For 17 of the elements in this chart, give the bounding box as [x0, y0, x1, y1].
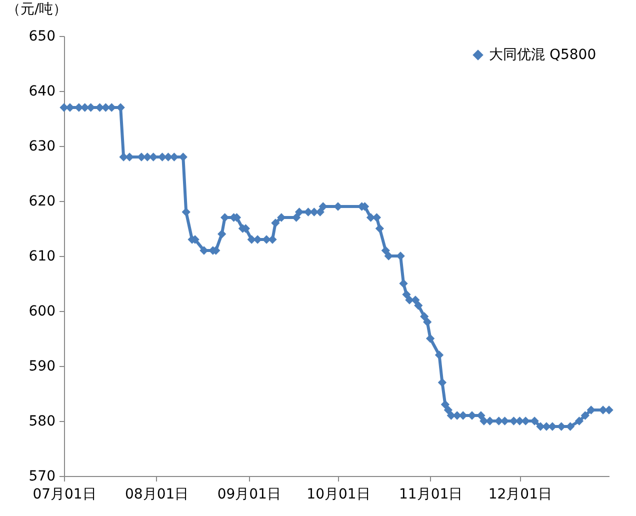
y-tick-label: 580	[28, 414, 56, 430]
y-tick-label: 630	[28, 138, 56, 154]
legend-label: 大同优混 Q5800	[489, 47, 596, 63]
x-tick-label: 11月01日	[398, 486, 463, 502]
x-tick-label: 10月01日	[306, 486, 370, 502]
x-tick-label: 12月01日	[488, 486, 552, 502]
y-tick-label: 650	[28, 28, 56, 44]
x-tick-label: 07月01日	[32, 486, 96, 502]
y-tick-label: 640	[28, 84, 56, 100]
x-tick-label: 09月01日	[217, 486, 281, 502]
y-tick-label: 600	[28, 304, 56, 320]
y-tick-label: 610	[28, 248, 56, 264]
y-tick-label: 590	[28, 358, 56, 374]
y-tick-label: 570	[28, 468, 56, 484]
y-tick-label: 620	[28, 194, 56, 210]
x-tick-label: 08月01日	[125, 486, 189, 502]
y-axis-title: （元/吨）	[6, 2, 68, 18]
